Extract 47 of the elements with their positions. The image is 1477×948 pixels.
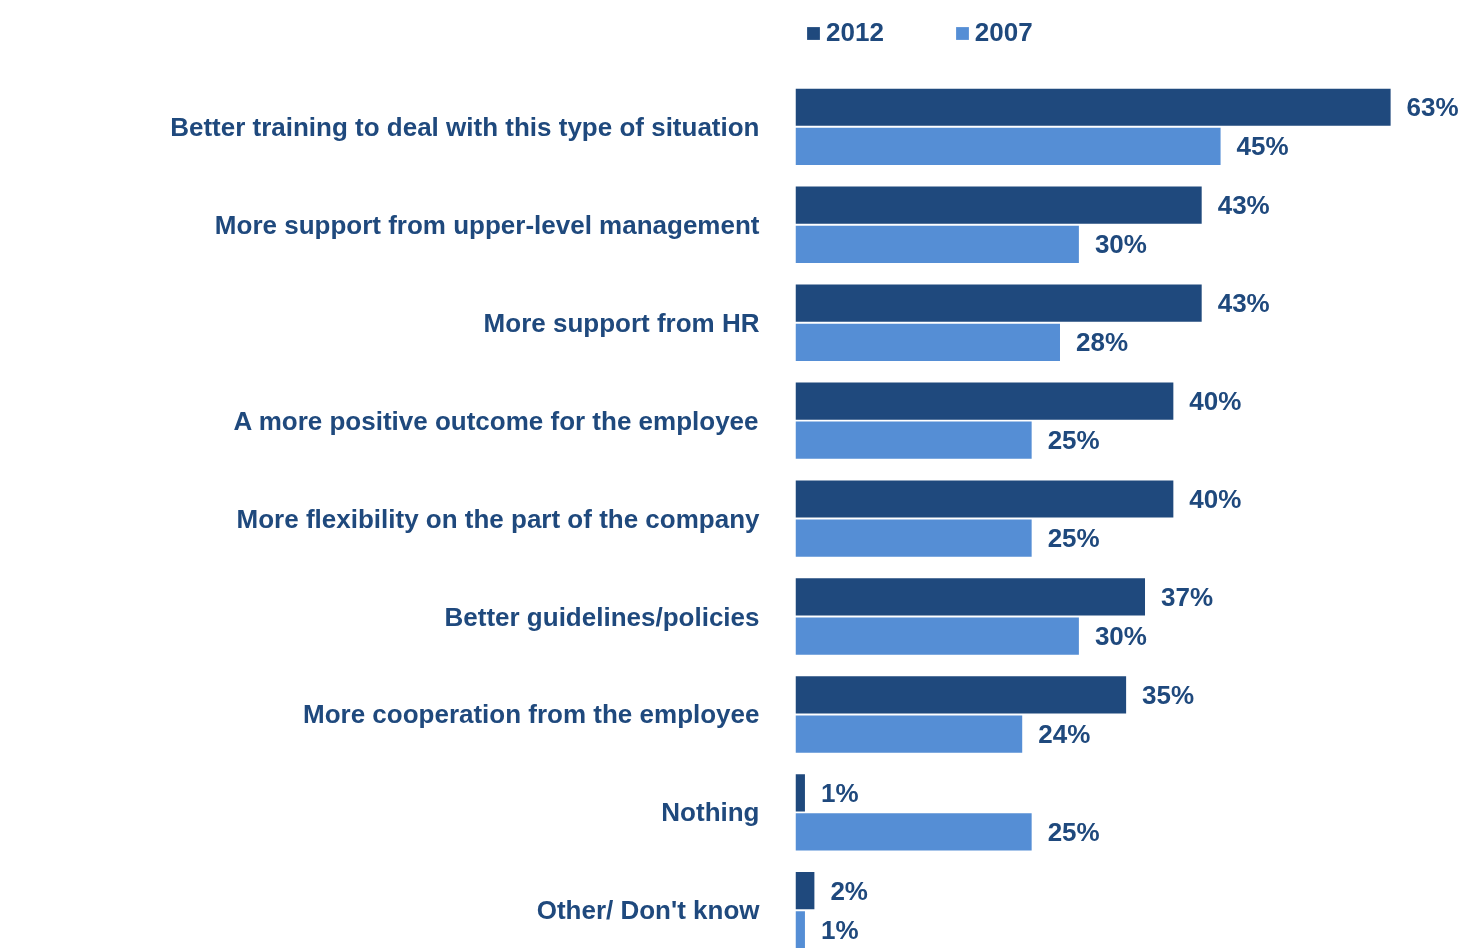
data-label: 28% [1075,327,1129,358]
bar [795,421,1032,459]
bar [795,186,1202,224]
data-label: 30% [1094,621,1147,652]
data-label: 37% [1161,581,1214,612]
bar [795,382,1174,420]
bar [795,578,1146,616]
data-label: 2% [830,875,868,906]
y-tick-label: More support from upper-level management [214,209,760,240]
bar [795,911,805,948]
bar [795,323,1060,361]
bar [795,715,1023,753]
data-label: 35% [1142,679,1195,710]
legend-label: 2012 [826,17,884,48]
bar [795,127,1221,166]
legend-label: 2007 [974,17,1033,48]
y-tick-label: Better training to deal with this type of situation [170,111,760,142]
data-label: 25% [1047,816,1100,847]
bar [795,872,815,910]
data-label: 24% [1038,719,1091,750]
bar [795,676,1127,714]
y-tick-label: A more positive outcome for the employee [233,405,759,436]
y-tick-label: More cooperation from the employee [302,699,760,730]
y-tick-label: Better guidelines/policies [444,601,760,632]
bar [795,225,1079,263]
y-tick-label: More flexibility on the part of the company [236,503,761,534]
bar [795,480,1174,518]
data-label: 40% [1189,386,1242,417]
bar [795,88,1391,126]
bar [795,774,805,812]
bar [795,519,1032,557]
y-tick-label: Other/ Don't know [536,895,761,926]
bar [795,617,1079,655]
data-label: 43% [1217,288,1270,319]
y-tick-label: Nothing [661,797,760,828]
y-tick-label: More support from HR [483,307,760,338]
data-label: 43% [1217,190,1270,221]
data-label: 45% [1236,131,1289,162]
data-label: 25% [1047,425,1100,456]
data-label: 30% [1094,229,1147,260]
bar [795,813,1032,851]
data-label: 1% [820,777,859,808]
bar [795,284,1202,322]
data-label: 25% [1047,523,1100,554]
data-label: 1% [820,914,859,945]
data-label: 40% [1189,483,1242,514]
data-label: 63% [1406,92,1459,123]
